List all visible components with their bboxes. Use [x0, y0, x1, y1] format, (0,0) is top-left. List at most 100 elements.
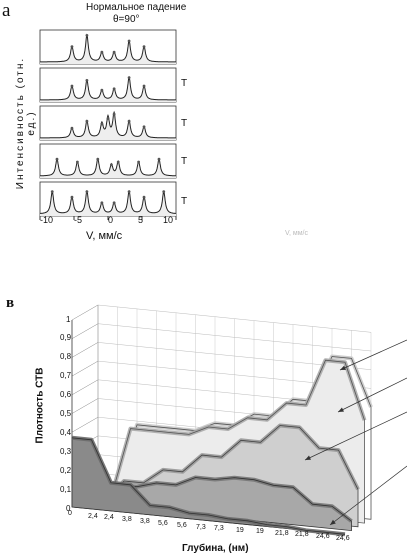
spectrum-point [100, 88, 104, 92]
gridline [71, 379, 99, 396]
spectrum-point [112, 87, 116, 91]
spectrum-point [70, 126, 74, 130]
spectrum-point [142, 84, 146, 88]
spectrum-point [142, 125, 146, 129]
layer-front-line [71, 437, 346, 535]
arrow-head [305, 455, 311, 460]
y-tick: 0,2 [60, 466, 72, 475]
spectrum-point [55, 157, 59, 161]
panel-b-x-title: Глубина, (нм) [182, 543, 249, 554]
spectrum-point [127, 119, 131, 123]
side-mark: T [181, 196, 188, 207]
y-tick: 0 [66, 504, 71, 513]
spectrum-line [40, 33, 176, 63]
spectrum-line [40, 75, 176, 101]
pointer-arrow [337, 377, 407, 413]
y-tick: 0,9 [60, 333, 72, 342]
panel-a: а Нормальное падение θ=90° Интенсивность… [0, 0, 407, 260]
x-tick: 24,6 [336, 535, 350, 542]
x-tick: 7,3 [214, 525, 224, 532]
spectrum-point [85, 34, 89, 37]
panel-a-title: Нормальное падение [86, 2, 187, 13]
spectrum-point [70, 84, 74, 88]
spectrum-line [40, 157, 176, 177]
arrow-head [330, 519, 336, 525]
spectrum-point [100, 122, 104, 126]
x-tick: -5 [74, 215, 83, 225]
pointer-arrow [339, 339, 407, 371]
gridline [97, 304, 372, 333]
gridline [71, 416, 99, 433]
side-mark: T [181, 156, 188, 167]
layer-4-line [91, 359, 365, 499]
spectrum-point [106, 117, 110, 120]
spectrum-point [70, 45, 74, 48]
spectrum-point [127, 76, 131, 79]
x-tick: 7,3 [196, 524, 206, 531]
spectrum-point [110, 163, 113, 167]
spectrum-point [137, 160, 141, 164]
x-tick: 2,4 [88, 513, 98, 520]
spectrum-point [100, 50, 104, 54]
spectrum-point [85, 190, 89, 194]
spectrum-point [116, 160, 120, 164]
x-tick: 2,4 [104, 514, 114, 521]
gridline [71, 323, 99, 339]
spectrum-point [96, 157, 100, 161]
arrow-head [338, 407, 344, 412]
y-tick: 0,6 [60, 390, 72, 399]
x-tick: 3,8 [140, 518, 150, 525]
spectrum-point [162, 190, 166, 194]
x-tick: 0 [68, 510, 72, 517]
panel-a-x-title: V, мм/с [86, 230, 123, 242]
faint-axis-label: V, мм/с [285, 230, 308, 237]
x-tick: 10 [163, 215, 174, 225]
spectrum-line [40, 110, 176, 139]
pointer-arrow [329, 465, 407, 526]
gridline [71, 342, 99, 358]
spectrum-point [85, 79, 89, 82]
x-tick: 3,8 [122, 516, 132, 523]
x-tick: 21,8 [295, 531, 309, 538]
spectrum-point [142, 195, 146, 199]
x-tick: -10 [40, 215, 54, 225]
spectrum-frame [39, 181, 177, 217]
y-tick: 0,1 [60, 485, 72, 494]
spectrum-point [85, 119, 89, 123]
x-tick: 5,6 [177, 522, 187, 529]
y-tick: 0,4 [60, 428, 72, 437]
panel-a-subtitle: θ=90° [113, 14, 140, 25]
panel-b: в Плотность СТВ 1 0,9 0,8 0,7 0,6 0,5 0,… [0, 285, 407, 556]
x-tick: 21,8 [275, 530, 289, 537]
gridline [71, 304, 99, 321]
spectrum-point [76, 160, 79, 164]
pointer-arrow [304, 411, 407, 461]
spectrum-point [112, 201, 116, 205]
x-tick: 5 [138, 215, 144, 225]
x-tick: 19 [236, 527, 244, 534]
spectrum-fill [40, 158, 176, 178]
x-tick: 24,6 [316, 533, 330, 540]
x-tick: 0 [108, 215, 114, 225]
spectrum-frame [39, 29, 177, 65]
spectra-chart [39, 29, 177, 220]
spectrum-point [112, 50, 116, 54]
side-mark: T [181, 78, 188, 89]
spectrum-fill [40, 77, 176, 102]
layer-3-line [84, 425, 359, 502]
spectrum-point [142, 45, 146, 48]
gridline [71, 398, 99, 414]
y-tick: 0,3 [60, 447, 72, 456]
depth-chart [71, 304, 407, 537]
spectrum-point [112, 112, 116, 116]
y-tick: 1 [66, 315, 71, 324]
spectrum-fill [40, 35, 176, 64]
spectrum-point [157, 157, 161, 161]
panel-a-label: а [2, 0, 11, 21]
x-tick: 5,6 [158, 520, 168, 527]
y-tick: 0,5 [60, 409, 72, 418]
spectrum-frame [39, 67, 177, 103]
gridline [71, 360, 99, 377]
spectrum-point [127, 190, 131, 194]
spectrum-point [70, 195, 74, 199]
